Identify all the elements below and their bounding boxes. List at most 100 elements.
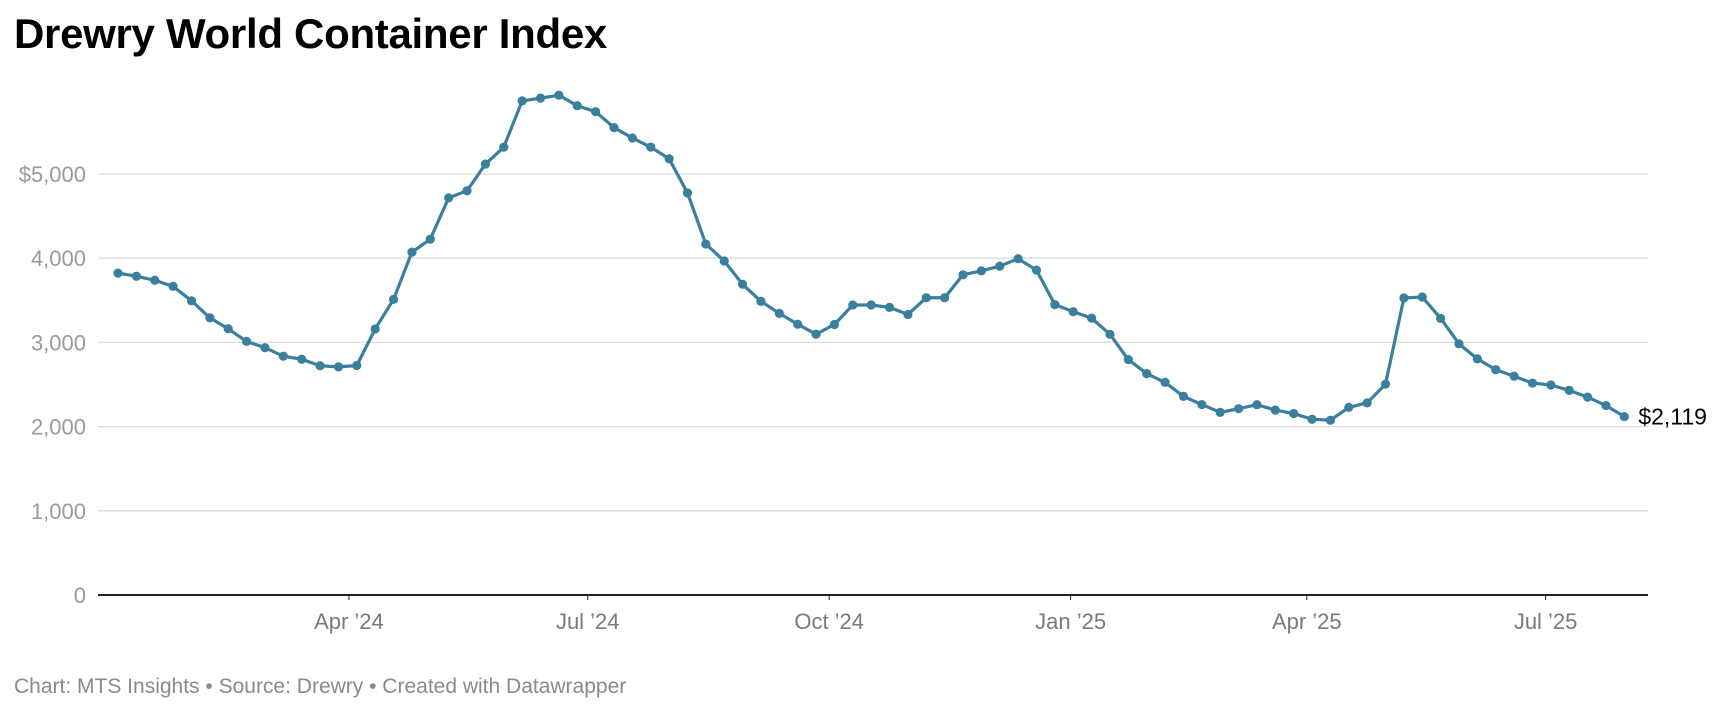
data-point bbox=[848, 300, 858, 310]
data-point bbox=[370, 324, 380, 334]
data-point bbox=[1289, 408, 1299, 419]
data-point bbox=[1380, 379, 1391, 389]
y-tick-label: 4,000 bbox=[31, 246, 86, 271]
y-tick-label: $5,000 bbox=[19, 162, 86, 187]
y-tick-label: 1,000 bbox=[31, 499, 86, 524]
data-point bbox=[921, 293, 931, 303]
data-point bbox=[444, 193, 454, 203]
data-point bbox=[297, 354, 307, 364]
x-tick-label: Jul ’25 bbox=[1514, 609, 1578, 634]
data-point bbox=[1031, 265, 1042, 275]
data-point bbox=[664, 154, 674, 164]
data-point bbox=[241, 336, 252, 346]
data-point bbox=[940, 293, 950, 303]
data-point bbox=[1583, 392, 1593, 402]
data-point bbox=[388, 294, 399, 304]
data-point bbox=[1123, 355, 1133, 365]
data-point bbox=[1142, 369, 1152, 379]
data-point bbox=[591, 107, 601, 117]
data-point bbox=[205, 313, 215, 323]
end-value-label: $2,119 bbox=[1638, 404, 1707, 430]
data-point bbox=[1619, 411, 1629, 422]
data-point bbox=[1252, 400, 1262, 410]
data-point bbox=[333, 362, 344, 372]
data-point bbox=[499, 142, 509, 152]
chart-footer: Chart: MTS Insights • Source: Drewry • C… bbox=[14, 675, 627, 698]
data-point bbox=[976, 266, 986, 276]
data-point bbox=[572, 101, 582, 111]
data-point bbox=[1233, 404, 1244, 414]
data-point bbox=[1178, 391, 1189, 401]
data-point bbox=[1436, 313, 1446, 323]
data-point bbox=[958, 270, 968, 280]
data-point bbox=[1050, 299, 1060, 310]
data-point bbox=[737, 279, 748, 289]
data-point bbox=[1472, 354, 1482, 364]
data-point bbox=[829, 319, 840, 330]
data-point bbox=[150, 275, 160, 285]
data-point bbox=[903, 309, 913, 320]
data-point bbox=[462, 186, 472, 196]
x-tick-label: Jan ’25 bbox=[1035, 609, 1106, 634]
data-point bbox=[701, 239, 711, 249]
data-point bbox=[1546, 380, 1556, 390]
data-point bbox=[995, 261, 1005, 271]
data-point bbox=[278, 351, 288, 361]
chart-title: Drewry World Container Index bbox=[14, 10, 607, 57]
data-point bbox=[1197, 399, 1207, 410]
data-point bbox=[186, 296, 197, 306]
data-point bbox=[1454, 339, 1464, 349]
x-tick-label: Oct ’24 bbox=[794, 609, 864, 634]
data-point bbox=[1362, 398, 1372, 408]
data-point bbox=[1087, 313, 1097, 323]
data-point bbox=[1527, 378, 1538, 388]
data-point bbox=[627, 133, 637, 143]
data-point bbox=[425, 234, 435, 244]
data-point bbox=[554, 90, 564, 100]
data-point bbox=[535, 93, 546, 103]
data-point bbox=[609, 123, 619, 133]
data-point bbox=[1068, 307, 1078, 317]
y-tick-label: 0 bbox=[74, 583, 86, 608]
gridlines bbox=[98, 173, 1648, 512]
data-point bbox=[682, 188, 693, 198]
data-point bbox=[1013, 254, 1023, 264]
y-tick-label: 2,000 bbox=[31, 415, 86, 440]
data-point bbox=[1417, 292, 1427, 302]
data-point bbox=[646, 142, 656, 152]
x-tick-label: Apr ’24 bbox=[314, 609, 384, 634]
data-point bbox=[1399, 293, 1409, 303]
data-point bbox=[774, 308, 784, 318]
data-point bbox=[1344, 402, 1354, 412]
y-tick-label: 3,000 bbox=[31, 330, 86, 355]
x-tick-label: Jul ’24 bbox=[556, 609, 620, 634]
data-point bbox=[407, 247, 417, 257]
data-point bbox=[168, 281, 178, 292]
data-point bbox=[260, 343, 270, 353]
data-point bbox=[517, 96, 527, 106]
data-point bbox=[811, 329, 821, 339]
y-axis-ticks: 0 1,000 2,000 3,000 4,000 $5,000 bbox=[19, 162, 86, 608]
x-axis-ticks: Apr ’24 Jul ’24 Oct ’24 Jan ’25 Apr ’25 Jul ’… bbox=[314, 595, 1577, 634]
data-point bbox=[1601, 400, 1611, 411]
data-point bbox=[884, 302, 895, 312]
data-point bbox=[315, 361, 325, 371]
data-point bbox=[756, 296, 766, 306]
data-point bbox=[1509, 371, 1519, 381]
data-point bbox=[1325, 415, 1336, 425]
data-point bbox=[223, 324, 233, 334]
data-point bbox=[719, 256, 729, 266]
x-tick-label: Apr ’25 bbox=[1272, 609, 1342, 634]
data-point bbox=[1105, 329, 1115, 339]
data-point bbox=[131, 271, 141, 281]
data-point bbox=[1491, 365, 1501, 375]
data-point bbox=[866, 300, 876, 310]
data-point bbox=[1160, 377, 1170, 387]
data-point bbox=[1270, 405, 1280, 415]
data-point bbox=[480, 159, 490, 169]
data-point bbox=[1564, 385, 1574, 395]
data-point bbox=[352, 360, 362, 371]
data-points bbox=[113, 90, 1629, 425]
data-point bbox=[793, 319, 803, 329]
